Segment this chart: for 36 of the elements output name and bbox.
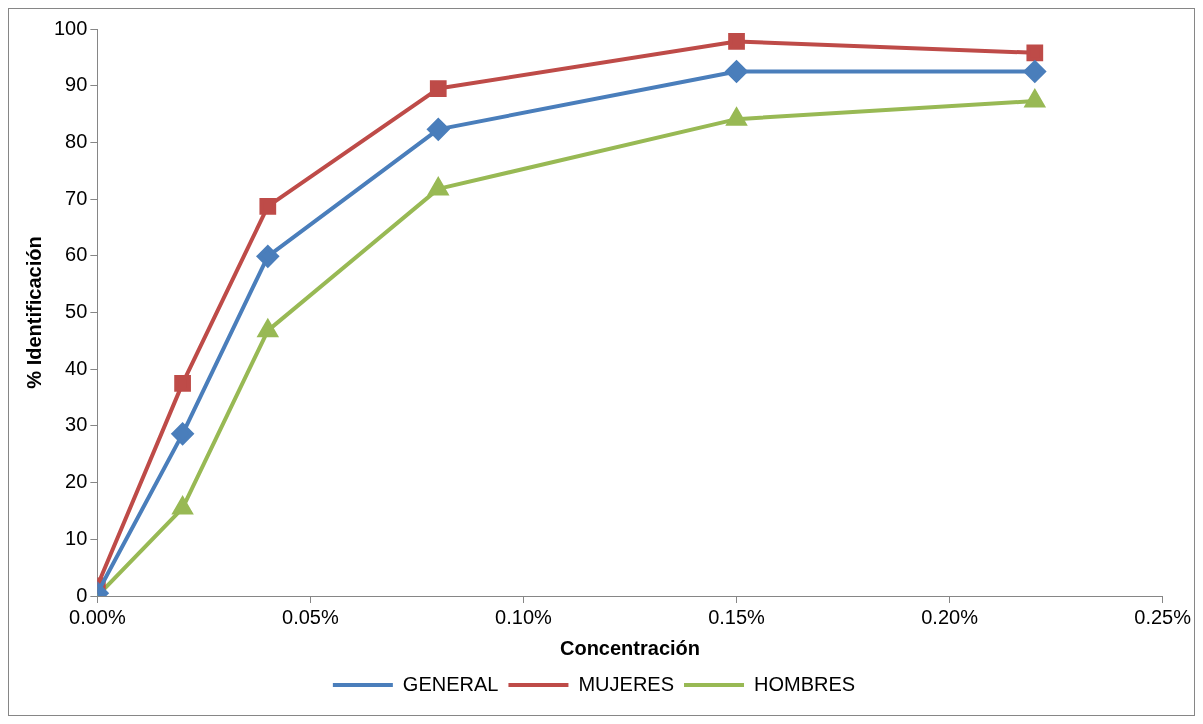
y-axis-title: % Identificación xyxy=(22,236,45,389)
point xyxy=(172,497,193,515)
x-tick-label: 0.00% xyxy=(69,605,126,628)
point xyxy=(427,118,450,141)
legend-label: HOMBRES xyxy=(754,672,856,695)
x-tick-label: 0.05% xyxy=(282,605,339,628)
point xyxy=(259,198,277,215)
x-tick-label: 0.25% xyxy=(1134,605,1192,628)
point xyxy=(174,375,191,392)
point xyxy=(429,80,447,97)
x-axis-title: Concentración xyxy=(559,636,701,659)
point xyxy=(725,60,748,83)
x-tick-label: 0.20% xyxy=(921,605,979,628)
point xyxy=(428,177,449,196)
point xyxy=(728,33,745,50)
y-tick-label: 30 xyxy=(65,413,88,436)
point xyxy=(726,108,747,126)
point xyxy=(1023,60,1046,83)
y-tick-label: 50 xyxy=(65,300,88,323)
y-tick-label: 80 xyxy=(65,129,88,152)
point xyxy=(256,245,279,268)
point xyxy=(171,422,194,445)
y-tick-label: 40 xyxy=(65,356,88,379)
y-tick-label: 70 xyxy=(65,186,88,209)
legend-label: MUJERES xyxy=(578,672,675,695)
y-tick-label: 90 xyxy=(65,73,88,96)
y-tick-label: 100 xyxy=(53,16,88,39)
y-tick-label: 60 xyxy=(65,243,88,266)
y-tick-label: 0 xyxy=(76,583,88,606)
point xyxy=(1026,44,1044,62)
x-tick-label: 0.15% xyxy=(708,605,766,628)
x-tick-label: 0.10% xyxy=(495,605,553,628)
point xyxy=(1025,90,1045,108)
legend-label: GENERAL xyxy=(402,672,499,695)
y-tick-label: 20 xyxy=(65,470,88,493)
y-tick-label: 10 xyxy=(65,526,88,549)
